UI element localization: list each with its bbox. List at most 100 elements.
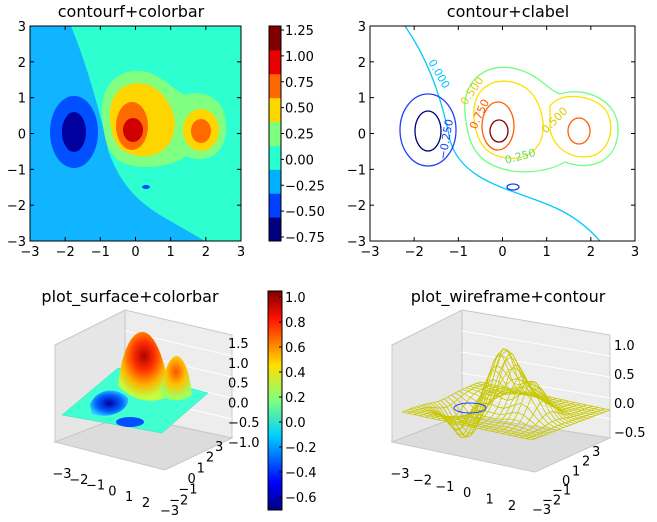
colorbar-bar [267,290,283,511]
x-tick-label: 0 [131,245,139,260]
wire-line [462,386,593,418]
x-tick-label: 2 [587,245,595,260]
colorbar-tick-label: −0.25 [285,179,325,194]
wire-line [508,399,587,436]
y-tick-label: 2 [582,455,590,470]
colorbar-tick-label: 1.25 [285,24,314,39]
contour-0.750-b [567,117,591,145]
z-tick-label: 1.0 [228,357,249,372]
y-tick-label: 1 [572,464,580,479]
colorbar-tick-label: 0.4 [285,366,306,381]
axis-ticks: −3 −2 −1 0 1 2 3 3 2 1 0 −1 −2 −3 [347,20,639,260]
level-neg0.75-neg0.50 [62,112,86,152]
small-dip [142,185,150,189]
axis-ticks: −3 −2 −1 0 1 2 3 3 2 1 0 −1 −2 −3 [7,20,245,260]
level-0.75-1.00-b [191,119,211,143]
chart-title: plot_wireframe+contour [411,287,606,307]
y-tick-label: −3 [347,235,366,250]
x-tick-label: 0 [463,486,471,501]
y-tick-label: −3 [532,503,551,518]
x-tick-label: 1 [543,245,551,260]
z-tick-label: 0.5 [614,368,635,383]
plot-frame [369,25,636,242]
colorbar-tick-label: 0.25 [285,128,314,143]
x-tick-label: −3 [390,467,409,482]
x-tick-label: −2 [405,245,424,260]
z-tick-label: 0.0 [228,396,249,411]
colorbar-segment [269,49,281,75]
clabel: 0.000 [425,57,452,91]
x-tick-label: 3 [237,245,245,260]
clabel: 0.500 [539,105,570,136]
contour-0.000 [404,26,601,241]
x-tick-label: 1 [125,490,133,505]
chart-title: plot_surface+colorbar [41,287,219,307]
panel-plot-surface: plot_surface+colorbar 1.5 1.0 0.5 0.0 −0.5 −1… [41,287,316,519]
clabel: −0.250 [436,118,456,160]
colorbar: 1.25 1.00 0.75 0.50 0.25 0.00 −0.25 −0.50 −0.75 [268,24,325,246]
colorbar-tick-label: −0.50 [285,205,325,220]
contour-0.500-b [549,95,612,158]
y-tick-label: 1 [358,92,366,107]
y-tick-label: −1 [347,163,366,178]
colorbar-tick-label: −0.75 [285,231,325,246]
y-tick-label: −2 [347,199,366,214]
x-tick-label: 0 [108,484,116,499]
x-tick-label: 2 [202,245,210,260]
chart-title: contour+clabel [447,2,569,21]
wire-line [531,409,611,441]
colorbar-tick-label: 0.50 [285,102,314,117]
x-tick-label: −3 [20,245,39,260]
y-tick-label: 3 [215,440,223,455]
colorbar-segment [269,26,281,51]
colorbar-segment [269,169,281,194]
colorbar-segment [269,73,281,99]
y-tick-label: −1 [7,163,26,178]
wire-line [525,408,605,440]
y-tick-label: −1 [178,483,197,498]
colorbar-segment [269,193,281,218]
x-tick-label: 2 [508,499,516,514]
x-tick-label: 1 [167,245,175,260]
y-tick-label: 2 [206,451,214,466]
surface [61,331,209,434]
level-1.00-1.25 [123,118,143,142]
wire-line [490,381,569,432]
surface-dip [116,417,144,427]
colorbar-tick-label: 0.75 [285,76,314,91]
x-tick-label: −1 [449,245,468,260]
y-tick-label: −2 [7,199,26,214]
wire-line [520,407,599,438]
x-tick-label: 1 [485,493,493,508]
wire-line [447,349,579,428]
x-tick-label: −3 [52,467,71,482]
contour-neg0.500 [414,110,442,152]
colorbar-segment [269,97,281,123]
y-tick-label: 3 [18,20,26,35]
colorbar-segment [269,121,281,146]
y-tick-label: −3 [7,235,26,250]
colorbar-tick-label: 1.0 [285,291,306,306]
x-tick-label: −3 [360,245,379,260]
colorbar-segment [269,217,281,242]
contour-0.250 [464,66,619,173]
y-tick-label: 3 [592,445,600,460]
x-tick-label: −2 [56,245,75,260]
z-tick-label: −1.0 [228,436,260,451]
colorbar-segment [269,145,281,170]
z-tick-label: 1.0 [614,339,635,354]
clabel: 0.250 [503,146,537,167]
contourf-fill [30,26,241,241]
colorbar-tick-label: 0.6 [285,341,306,356]
z-tick-label: −0.5 [228,416,260,431]
x-tick-label: 0 [498,245,506,260]
y-tick-label: 2 [18,56,26,71]
colorbar-tick-label: 0.00 [285,153,314,168]
contour-0.750 [481,101,515,151]
contour-dip [506,183,520,191]
colorbar-tick-label: −0.4 [285,466,317,481]
level-neg0.25-0.00 [30,26,205,241]
